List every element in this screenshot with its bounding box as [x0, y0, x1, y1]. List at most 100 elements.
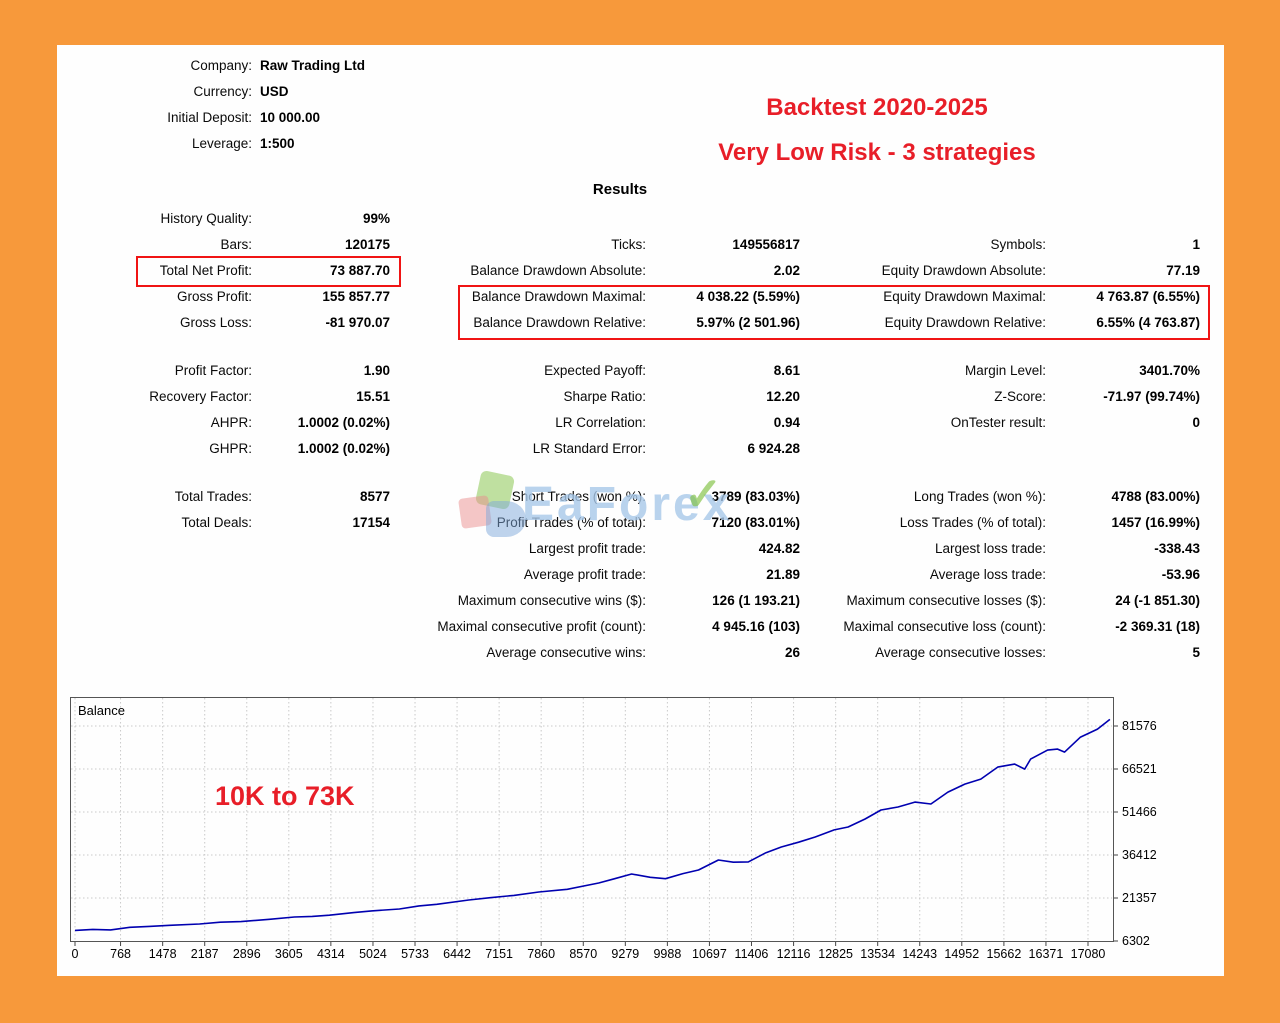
stat-value: 424.82 — [758, 541, 800, 556]
stat-value: 5 — [1192, 645, 1200, 660]
stat-cell: Recovery Factor: 15.51 — [57, 384, 390, 410]
stat-value: 99% — [362, 211, 390, 226]
stat-label: Equity Drawdown Relative: — [884, 315, 1046, 330]
stat-label: Average consecutive wins: — [486, 645, 646, 660]
stat-row: AHPR: 1.0002 (0.02%) LR Correlation: 0.94 On… — [57, 410, 1217, 436]
stat-value: -71.97 (99.74%) — [1103, 389, 1200, 404]
stat-cell: Sharpe Ratio: 12.20 — [397, 384, 800, 410]
stat-cell — [57, 588, 390, 614]
stat-cell: AHPR: 1.0002 (0.02%) — [57, 410, 390, 436]
stat-value: 155 857.77 — [322, 289, 390, 304]
stat-label: Symbols: — [990, 237, 1046, 252]
stat-value: 17154 — [352, 515, 390, 530]
stat-label: Balance Drawdown Absolute: — [470, 263, 646, 278]
stat-cell: Maximum consecutive wins ($): 126 (1 193.… — [397, 588, 800, 614]
stat-value: -338.43 — [1154, 541, 1200, 556]
stat-value: 149556817 — [732, 237, 800, 252]
stat-value: 21.89 — [766, 567, 800, 582]
stat-cell: OnTester result: 0 — [807, 410, 1200, 436]
stat-label: LR Correlation: — [555, 415, 646, 430]
stat-value: 3789 (83.03%) — [711, 489, 800, 504]
balance-chart: Balance 10K to 73K 0 768 1478 2187 2896 3605 4… — [70, 697, 1220, 975]
stat-label: Average loss trade: — [929, 567, 1046, 582]
stat-label: Bars: — [220, 237, 252, 252]
stat-value: 1.0002 (0.02%) — [297, 441, 390, 456]
stat-label: Short Trades (won %): — [511, 489, 646, 504]
x-axis-tick-label: 14952 — [944, 947, 980, 961]
stat-cell: Profit Factor: 1.90 — [57, 358, 390, 384]
stat-row: Profit Factor: 1.90 Expected Payoff: 8.61 Ma… — [57, 358, 1217, 384]
stat-label: Gross Profit: — [176, 289, 252, 304]
info-row: Currency: USD — [57, 79, 365, 105]
y-axis-tick-label: 81576 — [1122, 719, 1157, 733]
stat-label: Total Net Profit: — [159, 263, 252, 278]
stat-value: 0 — [1192, 415, 1200, 430]
stat-cell: GHPR: 1.0002 (0.02%) — [57, 436, 390, 462]
stat-row: Average consecutive wins: 26 Average conse… — [57, 640, 1217, 666]
stat-cell: LR Standard Error: 6 924.28 — [397, 436, 800, 462]
stat-cell: Profit Trades (% of total): 7120 (83.01%) — [397, 510, 800, 536]
stats-group: Profit Factor: 1.90 Expected Payoff: 8.61 Ma… — [57, 358, 1217, 462]
stat-value: 7120 (83.01%) — [711, 515, 800, 530]
info-value: USD — [260, 84, 289, 99]
x-axis-tick-label: 16371 — [1028, 947, 1064, 961]
balance-chart-canvas — [70, 697, 1118, 946]
stat-value: 12.20 — [766, 389, 800, 404]
x-axis-tick-label: 7860 — [527, 947, 556, 961]
stat-value: 6.55% (4 763.87) — [1096, 315, 1200, 330]
stat-cell: Average consecutive wins: 26 — [397, 640, 800, 666]
report-title-line1: Backtest 2020-2025 — [766, 94, 988, 121]
info-value: 10 000.00 — [260, 110, 321, 125]
info-value: Raw Trading Ltd — [260, 58, 366, 73]
stat-row: Recovery Factor: 15.51 Sharpe Ratio: 12.20 Z… — [57, 384, 1217, 410]
stat-cell — [57, 536, 390, 562]
x-axis-tick-label: 11406 — [734, 947, 769, 961]
stat-cell: Average profit trade: 21.89 — [397, 562, 800, 588]
x-axis-tick-label: 3605 — [274, 947, 303, 961]
stat-cell: Balance Drawdown Maximal: 4 038.22 (5.59%… — [397, 284, 800, 310]
account-info-block: Company: Raw Trading Ltd Currency: USD Initi… — [57, 53, 365, 157]
stat-row: History Quality: 99% — [57, 206, 1217, 232]
info-row: Leverage: 1:500 — [57, 131, 365, 157]
stat-label: History Quality: — [160, 211, 252, 226]
x-axis-tick-label: 15662 — [986, 947, 1022, 961]
stat-cell: Maximum consecutive losses ($): 24 (-1 85… — [807, 588, 1200, 614]
stat-label: Sharpe Ratio: — [563, 389, 646, 404]
stat-label: Equity Drawdown Maximal: — [883, 289, 1046, 304]
stat-label: Long Trades (won %): — [913, 489, 1046, 504]
stat-cell: Equity Drawdown Absolute: 77.19 — [807, 258, 1200, 284]
stat-value: 5.97% (2 501.96) — [696, 315, 800, 330]
y-axis-tick-label: 36412 — [1122, 847, 1157, 862]
stat-cell: Largest profit trade: 424.82 — [397, 536, 800, 562]
stat-cell: Z-Score: -71.97 (99.74%) — [807, 384, 1200, 410]
stat-value: 77.19 — [1166, 263, 1200, 278]
stat-cell: Margin Level: 3401.70% — [807, 358, 1200, 384]
stat-cell — [57, 562, 390, 588]
stats-group: History Quality: 99% Bars: 120175 Ticks: 1495… — [57, 206, 1217, 336]
stat-value: 1457 (16.99%) — [1111, 515, 1200, 530]
stat-label: Maximal consecutive profit (count): — [437, 619, 646, 634]
stat-cell: Symbols: 1 — [807, 232, 1200, 258]
net-profit-highlight-box — [136, 256, 401, 287]
x-axis-tick-label: 12825 — [818, 947, 854, 961]
x-axis-tick-label: 10697 — [692, 947, 727, 961]
stat-row: GHPR: 1.0002 (0.02%) LR Standard Error: 6 9… — [57, 436, 1217, 462]
stat-cell: Balance Drawdown Absolute: 2.02 — [397, 258, 800, 284]
x-axis-tick-label: 9279 — [611, 947, 640, 961]
info-label: Initial Deposit: — [167, 110, 252, 125]
chart-annotation: 10K to 73K — [215, 781, 355, 811]
stat-value: 4 763.87 (6.55%) — [1096, 289, 1200, 304]
stat-label: Loss Trades (% of total): — [899, 515, 1046, 530]
stat-value: 3401.70% — [1139, 363, 1200, 378]
stat-cell: Balance Drawdown Relative: 5.97% (2 501.9… — [397, 310, 800, 336]
info-row: Initial Deposit: 10 000.00 — [57, 105, 365, 131]
stat-row: Gross Profit: 155 857.77 Balance Drawdown … — [57, 284, 1217, 310]
stat-label: Total Deals: — [181, 515, 252, 530]
stats-group: Total Trades: 8577 Short Trades (won %): 37… — [57, 484, 1217, 666]
stat-label: Profit Trades (% of total): — [496, 515, 646, 530]
chart-series-label: Balance — [78, 703, 125, 718]
info-label: Leverage: — [191, 136, 252, 151]
stat-cell — [57, 614, 390, 640]
x-axis-tick-label: 768 — [110, 947, 131, 961]
